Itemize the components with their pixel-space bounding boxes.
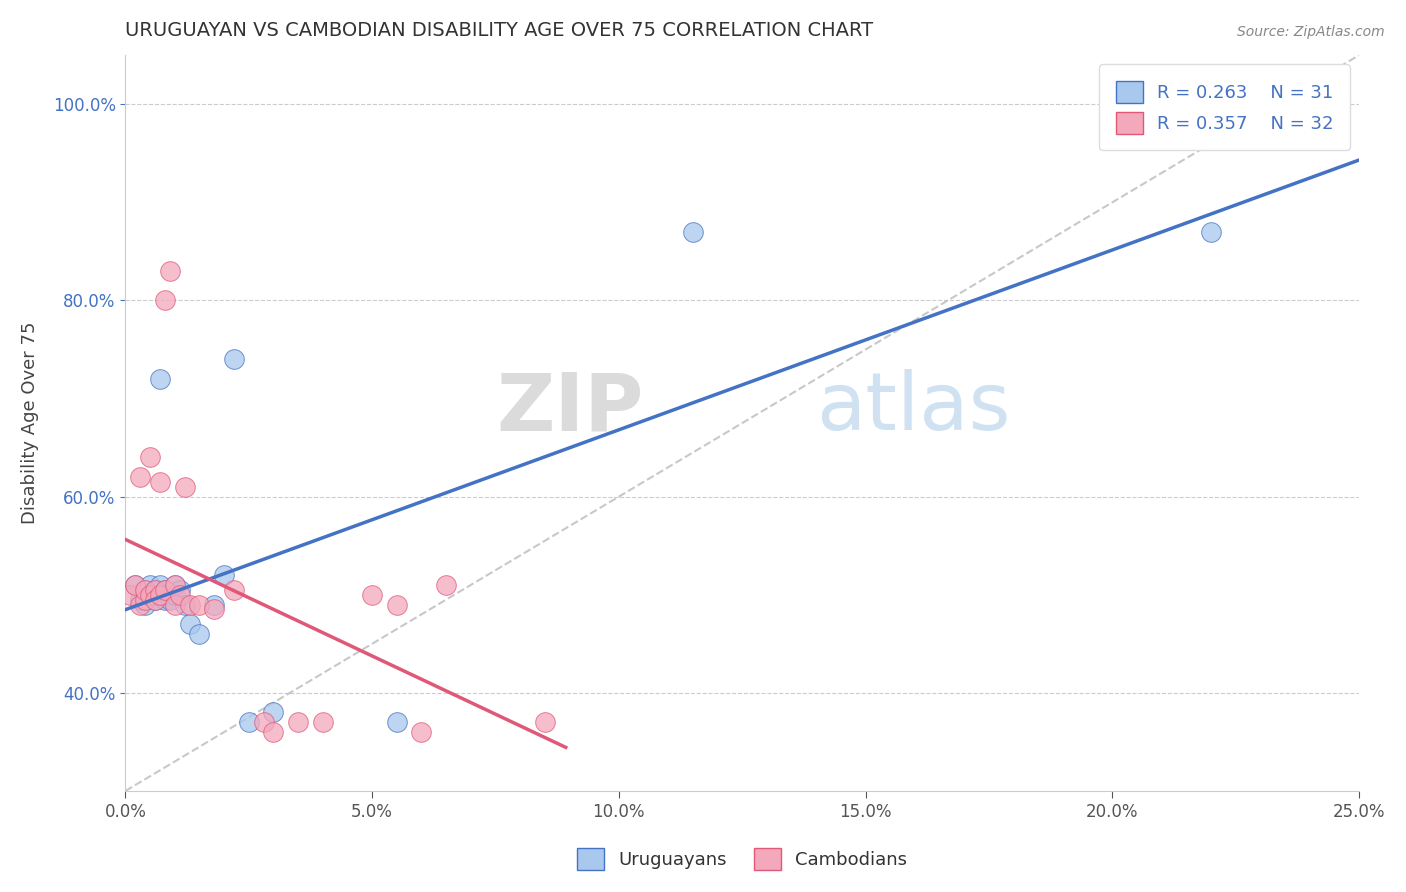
Point: [163, 588, 186, 602]
Point: [149, 588, 172, 602]
Point: [179, 598, 201, 612]
Point: [361, 588, 384, 602]
Point: [143, 592, 166, 607]
Text: URUGUAYAN VS CAMBODIAN DISABILITY AGE OVER 75 CORRELATION CHART: URUGUAYAN VS CAMBODIAN DISABILITY AGE OV…: [125, 21, 873, 40]
Point: [163, 598, 186, 612]
Point: [169, 588, 191, 602]
Point: [134, 598, 156, 612]
Point: [139, 588, 162, 602]
Point: [149, 578, 172, 592]
Point: [129, 470, 152, 484]
Text: ZIP: ZIP: [496, 369, 644, 448]
Text: Source: ZipAtlas.com: Source: ZipAtlas.com: [1237, 25, 1385, 39]
Point: [139, 450, 162, 465]
Point: [179, 617, 201, 632]
Point: [385, 598, 408, 612]
Point: [252, 715, 274, 730]
Text: atlas: atlas: [817, 369, 1011, 448]
Point: [159, 592, 181, 607]
Point: [143, 582, 166, 597]
Point: [262, 706, 284, 720]
Point: [149, 372, 172, 386]
Point: [120, 588, 142, 602]
Point: [238, 715, 260, 730]
Point: [149, 475, 172, 489]
Point: [385, 715, 408, 730]
Point: [163, 578, 186, 592]
Point: [173, 480, 195, 494]
Point: [143, 592, 166, 607]
Point: [169, 582, 191, 597]
Point: [262, 725, 284, 739]
Point: [173, 598, 195, 612]
Point: [159, 264, 181, 278]
Point: [124, 578, 146, 592]
Point: [188, 627, 211, 641]
Point: [153, 592, 176, 607]
Point: [129, 592, 152, 607]
Point: [534, 715, 557, 730]
Point: [682, 225, 704, 239]
Point: [139, 588, 162, 602]
Point: [222, 352, 245, 367]
Point: [134, 592, 156, 607]
Point: [134, 582, 156, 597]
Point: [1199, 225, 1222, 239]
Point: [124, 578, 146, 592]
Point: [222, 582, 245, 597]
Point: [139, 578, 162, 592]
Point: [153, 582, 176, 597]
Point: [163, 578, 186, 592]
Point: [188, 598, 211, 612]
Point: [149, 588, 172, 602]
Point: [202, 602, 225, 616]
Point: [434, 578, 457, 592]
Point: [312, 715, 335, 730]
Point: [134, 582, 156, 597]
Point: [153, 582, 176, 597]
Y-axis label: Disability Age Over 75: Disability Age Over 75: [21, 322, 39, 524]
Point: [411, 725, 433, 739]
Point: [143, 582, 166, 597]
Point: [153, 293, 176, 308]
Point: [212, 568, 235, 582]
Point: [287, 715, 309, 730]
Point: [159, 588, 181, 602]
Point: [202, 598, 225, 612]
Point: [129, 598, 152, 612]
Legend: Uruguayans, Cambodians: Uruguayans, Cambodians: [569, 841, 915, 878]
